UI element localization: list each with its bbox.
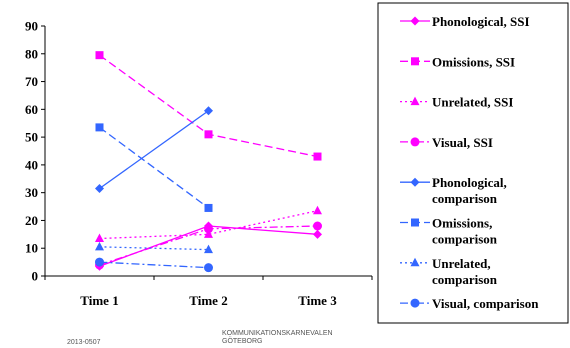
legend-label: Unrelated,: [432, 256, 491, 271]
data-point: [204, 244, 213, 254]
chart-legend: Phonological, SSI Omissions, SSI Unrelated…: [377, 2, 569, 324]
series-4: [95, 106, 213, 193]
data-point: [204, 106, 213, 116]
data-point: [95, 233, 104, 242]
data-point: [204, 263, 213, 273]
y-tick-label: 30: [25, 185, 38, 200]
series-line: [99, 210, 318, 240]
y-tick-label: 20: [25, 213, 38, 228]
data-point: [204, 224, 213, 234]
data-point: [313, 229, 322, 239]
data-point: [95, 51, 104, 60]
legend-label: Unrelated, SSI: [432, 95, 513, 110]
y-tick-label: 50: [25, 130, 38, 145]
y-tick-label: 40: [25, 157, 38, 172]
legend-entry: Visual, comparison: [400, 296, 539, 311]
legend-marker: [410, 257, 420, 267]
series-6: [95, 241, 213, 254]
legend-label: comparison: [432, 232, 498, 247]
chart-axes: 0 10 20 30 40 50 60 70 80 90 Time 1 Time 2 Time 3: [25, 19, 373, 308]
data-point: [204, 203, 213, 212]
data-point: [95, 123, 104, 132]
legend-label: Visual, SSI: [432, 135, 493, 150]
legend-label: Phonological,: [432, 175, 507, 190]
series-line: [99, 110, 209, 190]
data-point: [313, 221, 322, 231]
data-point: [95, 257, 104, 267]
y-tick-label: 90: [25, 19, 38, 34]
legend-entry: Phonological, SSI: [400, 14, 530, 29]
footer-organization: KOMMUNIKATIONSKARNEVALEN GÖTEBORG: [222, 330, 333, 346]
legend-label: comparison: [432, 191, 498, 206]
legend-marker: [410, 96, 420, 106]
y-tick-label: 0: [32, 269, 39, 284]
series-line: [99, 246, 209, 251]
legend-marker: [410, 16, 420, 26]
x-tick-label: Time 2: [189, 293, 227, 308]
legend-entry: Unrelated, SSI: [400, 95, 513, 110]
series-line: [99, 126, 209, 209]
series-line: [99, 54, 318, 158]
x-tick-label: Time 1: [80, 293, 118, 308]
legend-marker: [411, 218, 419, 227]
data-point: [313, 152, 322, 161]
legend-marker: [411, 57, 419, 66]
x-tick-label: Time 3: [298, 293, 337, 308]
y-tick-label: 10: [25, 241, 38, 256]
footer-org-line1: KOMMUNIKATIONSKARNEVALEN: [222, 330, 333, 337]
legend-marker: [410, 177, 420, 187]
y-tick-label: 70: [25, 74, 38, 89]
legend-entry: Unrelated,comparison: [400, 256, 498, 287]
series-1: [95, 51, 322, 161]
data-point: [95, 241, 104, 251]
chart-series: [95, 51, 322, 273]
legend-entry: Omissions, SSI: [400, 54, 515, 69]
legend-marker: [410, 298, 420, 308]
y-tick-label: 60: [25, 102, 38, 117]
data-point: [313, 205, 322, 215]
data-point: [95, 184, 104, 193]
series-5: [95, 123, 213, 212]
y-tick-label: 80: [25, 46, 38, 61]
series-7: [95, 257, 213, 273]
legend-label: Omissions, SSI: [432, 54, 515, 69]
legend-entry: Visual, SSI: [400, 135, 493, 150]
legend-marker: [410, 137, 420, 147]
legend-label: Omissions,: [432, 216, 492, 231]
legend-box: [377, 2, 569, 324]
series-2: [95, 205, 322, 242]
series-line: [99, 261, 209, 269]
legend-label: Visual, comparison: [432, 296, 539, 311]
footer-org-line2: GÖTEBORG: [222, 338, 263, 345]
data-point: [204, 130, 213, 139]
data-point: [204, 229, 213, 238]
footer-date: 2013-0507: [67, 339, 101, 346]
legend-entry: Omissions,comparison: [400, 216, 498, 247]
legend-entry: Phonological,comparison: [400, 175, 507, 206]
legend-label: Phonological, SSI: [432, 14, 530, 29]
legend-label: comparison: [432, 272, 498, 287]
